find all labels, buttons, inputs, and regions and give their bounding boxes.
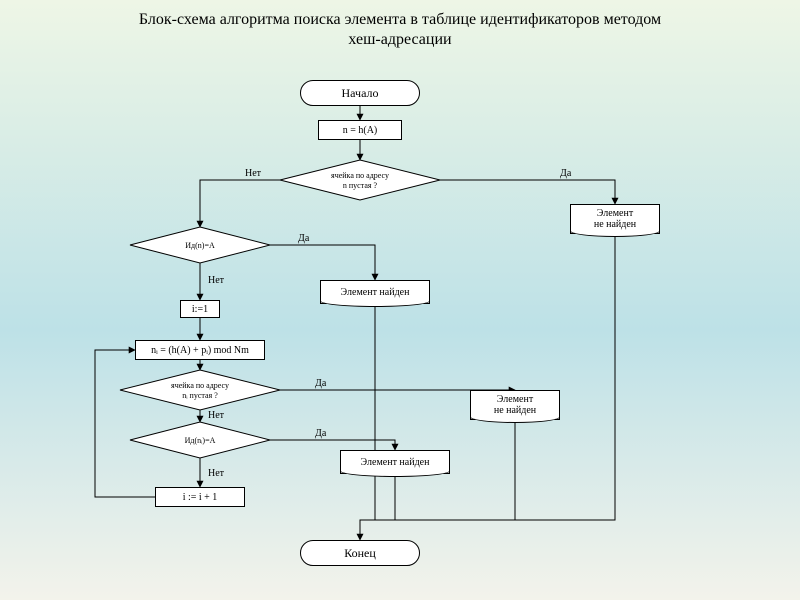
result-node: Элементне найден [570,204,660,234]
flow-edge [200,180,280,227]
edge-label: Нет [208,275,224,286]
process-node: n = h(A) [318,120,402,140]
node-label: Элемент найден [341,287,410,298]
edge-label: Да [298,233,309,244]
svg-text:Ид(n)=A: Ид(n)=A [185,241,215,250]
svg-text:ячейка по адресу: ячейка по адресу [331,171,389,180]
process-node: nᵢ = (h(A) + pᵢ) mod Nm [135,340,265,360]
edge-label: Нет [245,168,261,179]
flow-edge [360,520,615,540]
decision-node: Ид(n)=A [130,227,270,263]
node-label: Элементне найден [494,394,536,416]
flowchart-stage: Блок-схема алгоритма поиска элемента в т… [0,0,800,600]
process-node: i:=1 [180,300,220,318]
flow-edge [440,180,615,204]
flow-edge [270,440,395,450]
edge-label: Да [315,378,326,389]
svg-text:ячейка по адресу: ячейка по адресу [171,381,229,390]
terminal-node: Начало [300,80,420,106]
decision-node: Ид(nᵢ)=A [130,422,270,458]
node-label: Элемент найден [361,457,430,468]
node-label: i:=1 [192,304,208,315]
svg-text:Ид(nᵢ)=A: Ид(nᵢ)=A [185,436,216,445]
edge-label: Да [315,428,326,439]
result-node: Элементне найден [470,390,560,420]
node-label: i := i + 1 [183,492,218,503]
flow-edge [95,350,155,497]
node-label: nᵢ = (h(A) + pᵢ) mod Nm [151,345,249,356]
terminal-node: Конец [300,540,420,566]
flow-edge [420,234,615,520]
node-label: Элементне найден [594,208,636,230]
decision-node: ячейка по адресуnᵢ пустая ? [120,370,280,410]
process-node: i := i + 1 [155,487,245,507]
svg-text:nᵢ пустая ?: nᵢ пустая ? [182,391,218,400]
node-label: n = h(A) [343,125,378,136]
node-label: Начало [342,86,379,101]
decision-node: ячейка по адресуn пустая ? [280,160,440,200]
edge-label: Да [560,168,571,179]
node-label: Конец [344,546,376,561]
result-node: Элемент найден [340,450,450,474]
edge-label: Нет [208,410,224,421]
result-node: Элемент найден [320,280,430,304]
flow-edge [270,245,375,280]
edge-label: Нет [208,468,224,479]
svg-text:n пустая ?: n пустая ? [343,181,378,190]
